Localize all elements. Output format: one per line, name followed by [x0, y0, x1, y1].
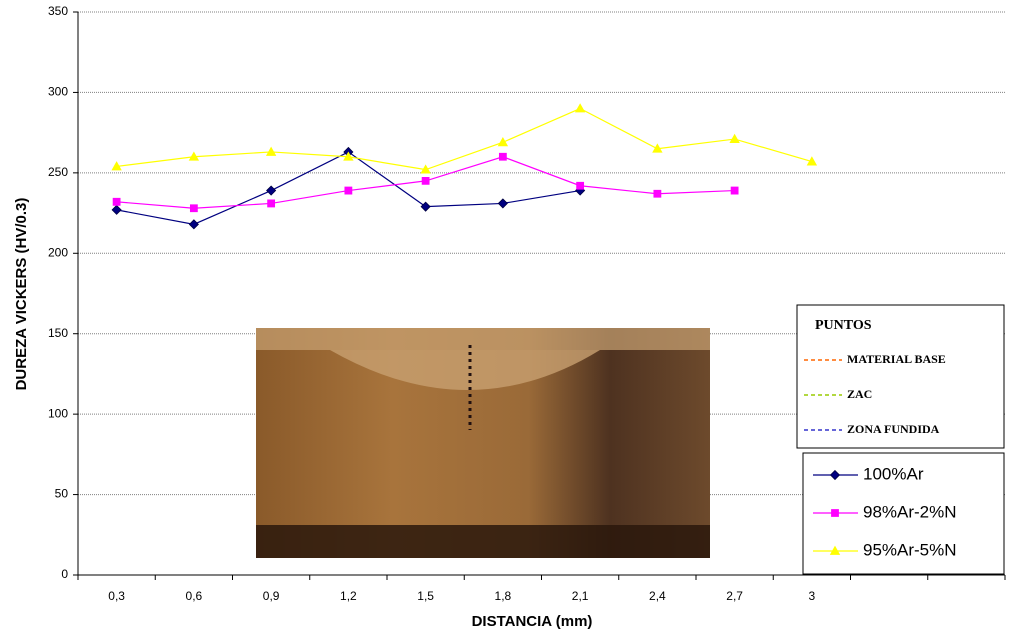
x-axis-label: DISTANCIA (mm): [472, 613, 593, 630]
x-tick-label: 2,4: [649, 589, 666, 603]
data-point: [266, 185, 277, 196]
x-tick-label: 1,8: [495, 589, 512, 603]
points-legend-box: [796, 304, 1005, 449]
y-tick-label: 200: [48, 245, 68, 259]
data-point: [420, 164, 431, 174]
data-point: [421, 177, 430, 185]
y-tick-label: 250: [48, 165, 68, 179]
x-tick-label: 0,3: [108, 589, 125, 603]
legend-label: 100%Ar: [863, 464, 924, 483]
x-tick-label: 1,5: [417, 589, 434, 603]
y-tick-label: 50: [55, 487, 69, 501]
legend-marker: [829, 469, 841, 481]
data-point: [498, 152, 507, 161]
data-point: [265, 146, 277, 156]
data-point: [497, 136, 509, 147]
y-tick-label: 300: [48, 85, 68, 99]
data-point: [111, 161, 122, 171]
data-point: [267, 199, 276, 208]
y-tick-label: 0: [61, 567, 68, 581]
data-point: [188, 219, 199, 230]
y-tick-label: 100: [48, 406, 68, 420]
x-tick-label: 0,6: [186, 589, 203, 603]
data-point: [729, 133, 740, 143]
x-tick-label: 2,7: [726, 589, 743, 603]
inset-photo: [256, 328, 710, 558]
legend-label: 95%Ar-5%N: [863, 540, 957, 559]
points-legend-label: ZONA FUNDIDA: [847, 422, 940, 436]
data-point: [497, 198, 508, 209]
data-point: [112, 197, 121, 206]
data-point: [343, 151, 354, 161]
points-legend-title: PUNTOS: [815, 318, 872, 333]
x-tick-label: 3: [809, 589, 816, 603]
data-point: [730, 186, 739, 195]
data-point: [806, 156, 818, 166]
x-tick-label: 1,2: [340, 589, 357, 603]
points-legend-label: MATERIAL BASE: [847, 352, 946, 366]
data-point: [653, 189, 662, 198]
data-point: [420, 201, 431, 212]
data-point: [344, 186, 353, 195]
x-tick-label: 0,9: [263, 589, 280, 603]
series-line: [116, 107, 813, 171]
data-point: [652, 143, 663, 153]
data-point: [188, 151, 200, 161]
data-point: [111, 204, 122, 215]
x-tick-label: 2,1: [572, 589, 589, 603]
y-tick-label: 150: [48, 326, 68, 340]
legend-marker: [829, 545, 841, 555]
points-legend-label: ZAC: [847, 387, 872, 401]
y-axis-label: DUREZA VICKERS (HV/0.3): [13, 198, 30, 391]
data-point: [574, 103, 586, 113]
data-point: [189, 204, 198, 213]
y-tick-label: 350: [48, 4, 68, 18]
legend-marker: [831, 509, 839, 517]
legend-label: 98%Ar-2%N: [863, 502, 957, 521]
data-point: [576, 181, 585, 190]
